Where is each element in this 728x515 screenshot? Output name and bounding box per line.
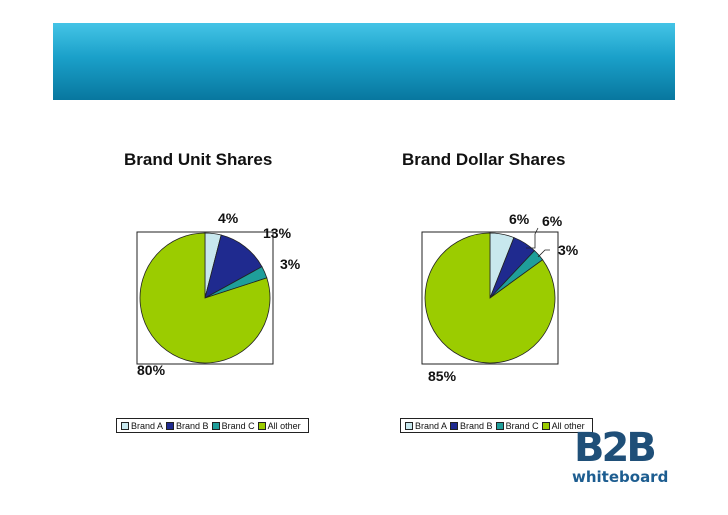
legend-swatch-brand-b <box>450 421 459 430</box>
legend-swatch-all-other <box>541 421 550 430</box>
legend-label-brand-a: Brand A <box>131 420 164 431</box>
legend-item-brand-c: Brand C <box>495 420 539 431</box>
data-label-brand-b: 6% <box>542 213 563 229</box>
legend-dollar-shares: Brand A Brand B Brand C All other <box>400 418 593 433</box>
legend-swatch-brand-b <box>166 421 175 430</box>
plot-area-frame <box>136 231 274 365</box>
pie-chart-unit-shares: 4% 13% 3% 80% <box>136 210 301 378</box>
chart-title-unit-shares: Brand Unit Shares <box>124 150 273 169</box>
plot-area-frame <box>421 231 559 365</box>
legend-label-brand-a: Brand A <box>415 420 448 431</box>
legend-label-brand-b: Brand B <box>460 420 493 431</box>
header-banner <box>53 23 675 100</box>
data-label-brand-a: 4% <box>218 210 239 226</box>
legend-label-all-other: All other <box>267 420 301 431</box>
data-label-brand-c: 3% <box>558 242 579 258</box>
legend-item-all-other: All other <box>257 420 301 431</box>
legend-label-all-other: All other <box>551 420 585 431</box>
data-label-brand-b: 13% <box>263 225 292 241</box>
pie-slice-all-other <box>424 232 556 364</box>
legend-unit-shares: Brand A Brand B Brand C All other <box>116 418 309 433</box>
pie-chart-dollar-shares: 6% 6% 3% 85% <box>421 211 579 384</box>
leader-line-brand-c <box>537 249 550 258</box>
data-label-brand-c: 3% <box>280 256 301 272</box>
legend-swatch-brand-c <box>495 421 504 430</box>
b2b-whiteboard-logo: B2B whiteboard <box>572 425 668 490</box>
legend-item-brand-a: Brand A <box>121 421 163 431</box>
legend-item-brand-a: Brand A <box>405 421 447 431</box>
data-label-all-other: 80% <box>137 362 166 378</box>
legend-swatch-brand-a <box>405 421 413 430</box>
legend-item-brand-b: Brand B <box>166 421 209 431</box>
chart-title-dollar-shares: Brand Dollar Shares <box>402 150 566 169</box>
legend-label-brand-b: Brand B <box>176 420 209 431</box>
pie-slice-all-other <box>139 232 271 364</box>
legend-item-brand-c: Brand C <box>211 420 255 431</box>
legend-item-all-other: All other <box>541 420 585 431</box>
legend-swatch-brand-c <box>211 421 220 430</box>
logo-mark: B2B <box>574 425 657 471</box>
data-label-brand-a: 6% <box>509 211 530 227</box>
data-label-all-other: 85% <box>428 368 457 384</box>
leader-line-brand-b <box>526 227 539 249</box>
legend-swatch-brand-a <box>121 421 129 430</box>
legend-item-brand-b: Brand B <box>450 421 493 431</box>
legend-label-brand-c: Brand C <box>221 420 255 431</box>
logo-wordmark: whiteboard <box>572 468 669 486</box>
legend-swatch-all-other <box>257 421 266 430</box>
legend-label-brand-c: Brand C <box>505 420 539 431</box>
